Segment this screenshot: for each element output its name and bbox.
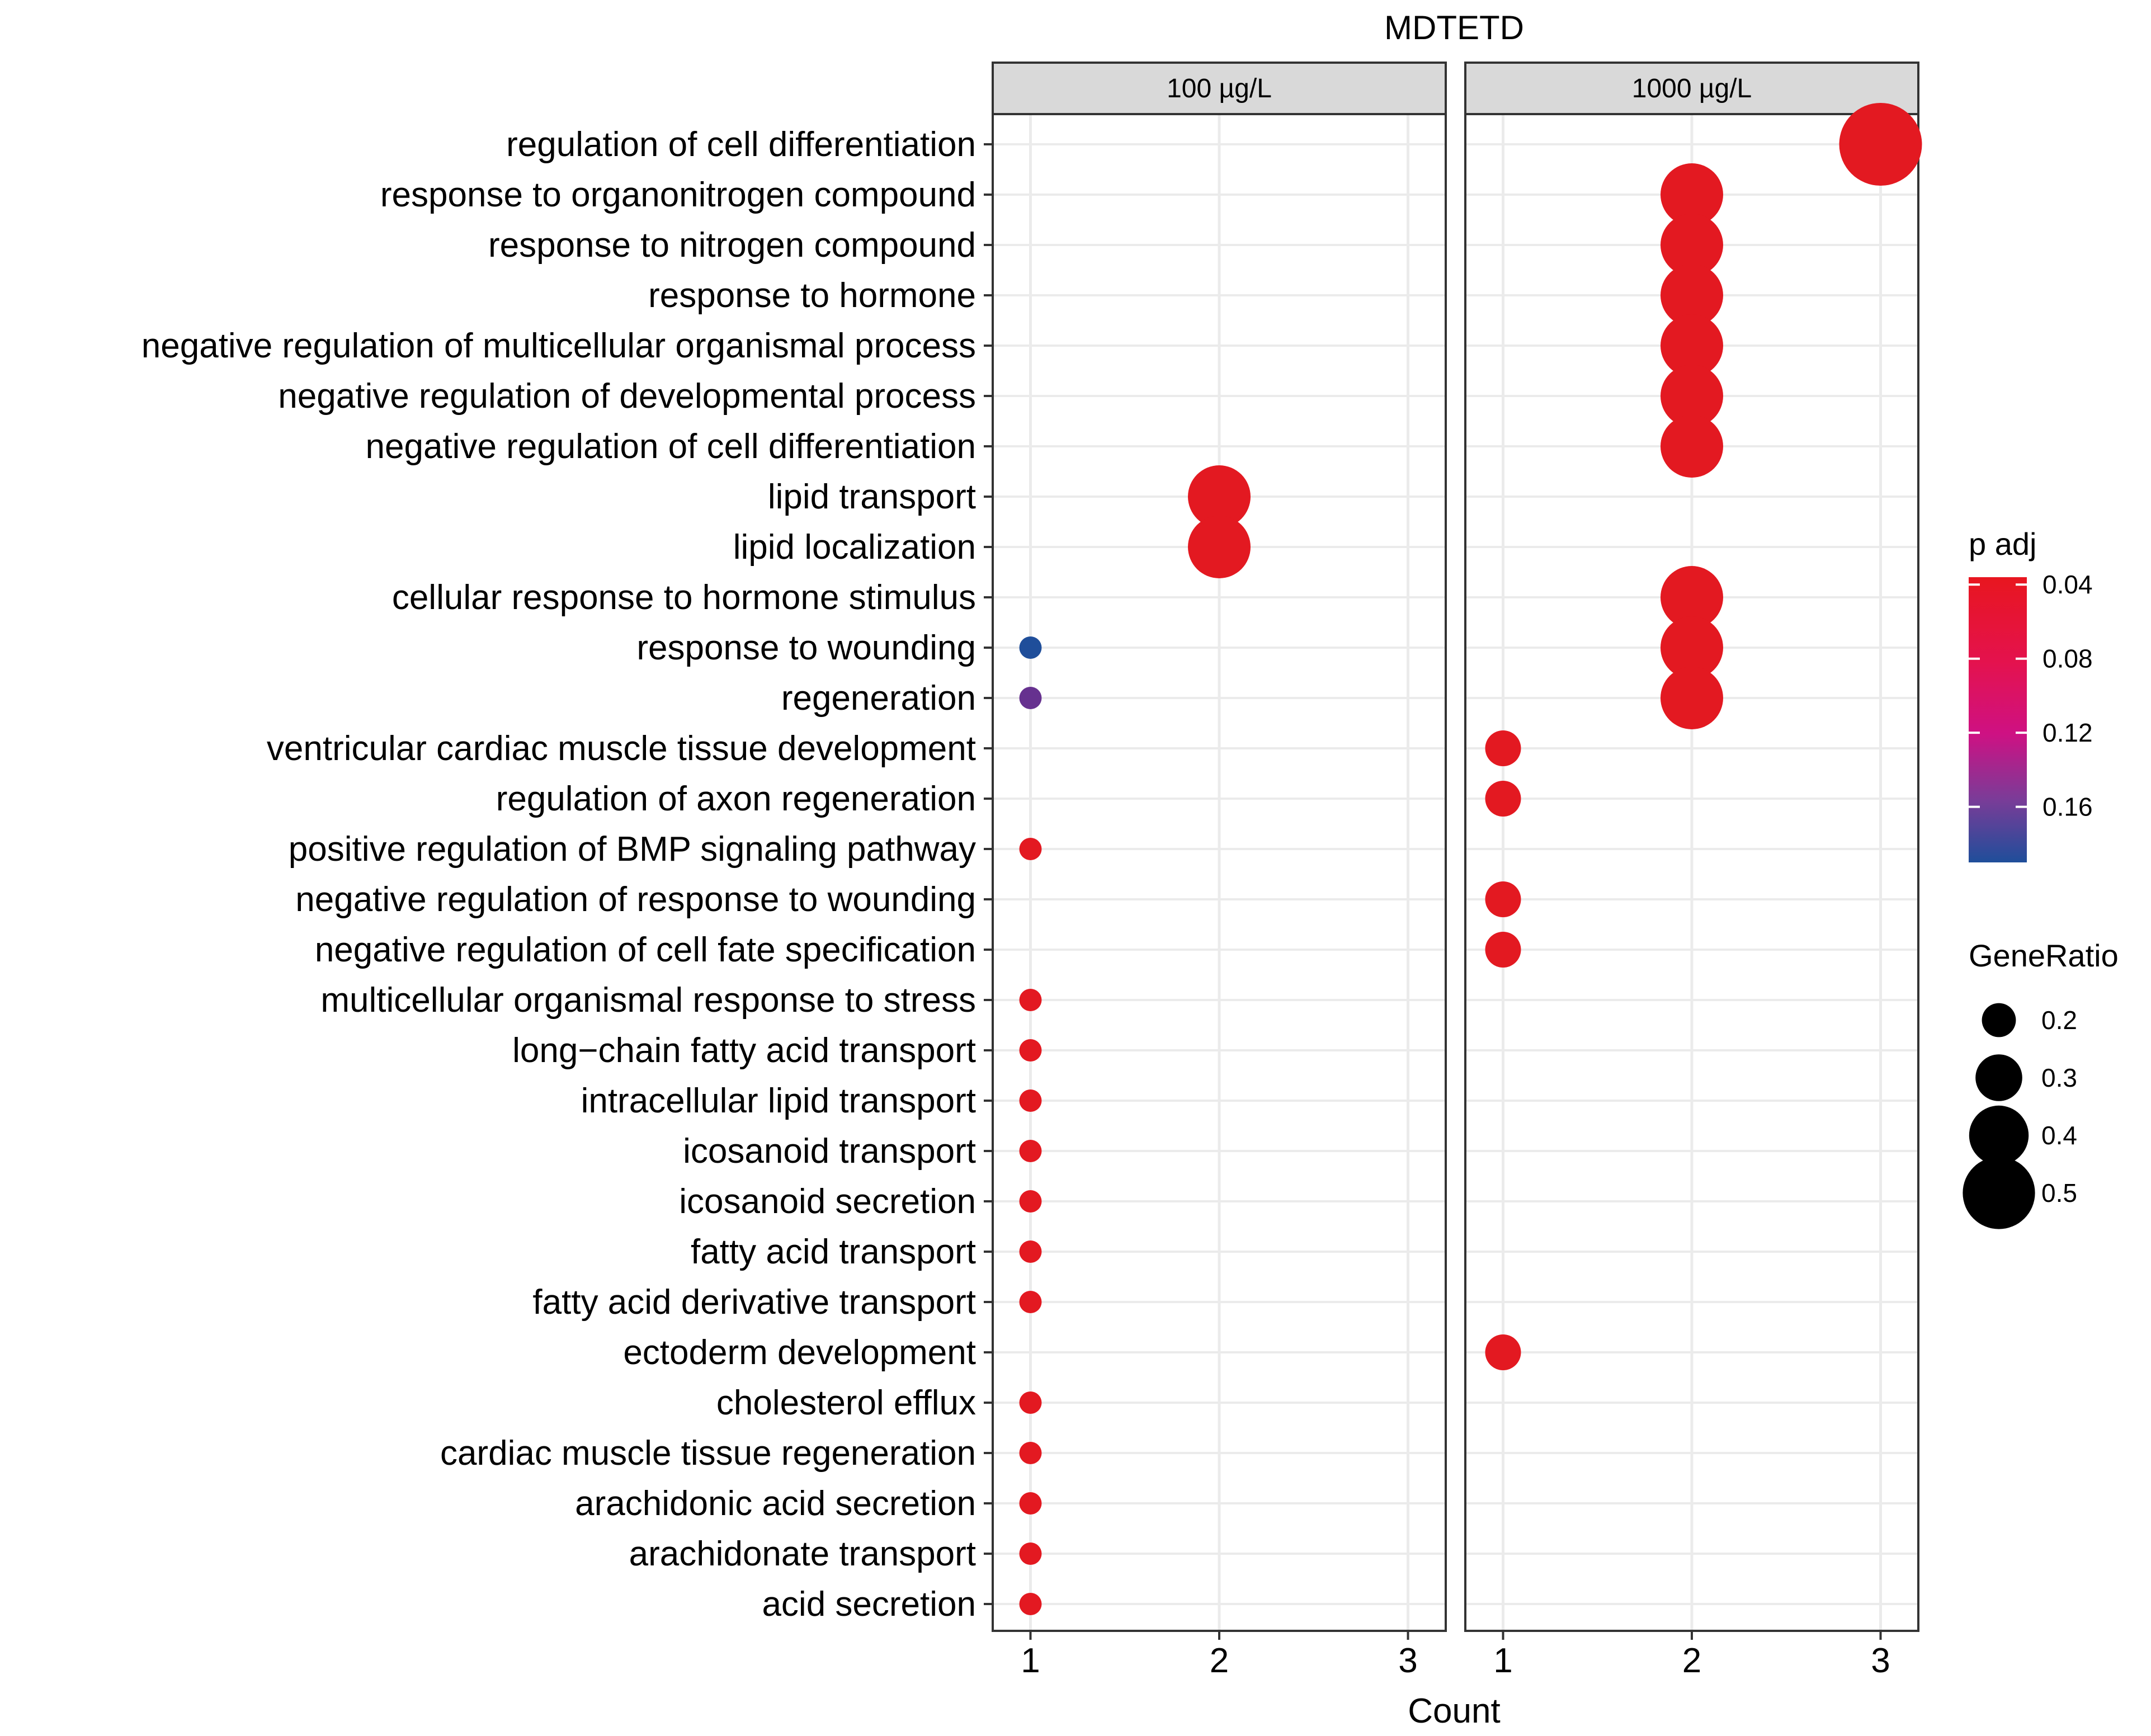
category-label: regeneration: [781, 679, 976, 718]
category-label: response to nitrogen compound: [488, 226, 976, 265]
category-label: regulation of axon regeneration: [496, 780, 976, 818]
category-label: long−chain fatty acid transport: [512, 1031, 976, 1070]
category-label: acid secretion: [762, 1585, 976, 1624]
dot-point: [1019, 838, 1042, 860]
category-label: arachidonic acid secretion: [575, 1484, 976, 1523]
category-label: response to organonitrogen compound: [380, 176, 976, 214]
category-label: negative regulation of developmental pro…: [278, 377, 976, 416]
dot-point: [1485, 881, 1521, 917]
x-tick-label: 2: [1682, 1641, 1701, 1680]
dot-point: [1019, 1593, 1042, 1615]
dot-point: [1485, 1334, 1521, 1370]
dot-point: [1661, 163, 1723, 226]
dot-point: [1019, 687, 1042, 709]
x-tick-label: 3: [1398, 1641, 1417, 1680]
category-label: lipid localization: [733, 528, 976, 567]
category-label: negative regulation of cell differentiat…: [366, 427, 976, 466]
chart-title: MDTETD: [1384, 9, 1524, 46]
generatio-legend-dot: [1963, 1157, 2035, 1229]
category-label: cellular response to hormone stimulus: [392, 578, 976, 617]
panel-strip: [992, 62, 1447, 115]
dot-point: [1661, 214, 1723, 276]
dot-point: [1188, 516, 1251, 578]
category-label: regulation of cell differentiation: [506, 125, 976, 164]
panel-strip-label: 1000 µg/L: [1632, 74, 1752, 103]
panel-2: 1000 µg/L 1 2 3: [1464, 62, 1922, 1680]
dot-point: [1661, 314, 1723, 377]
x-tick-label: 1: [1021, 1641, 1040, 1680]
category-label: cholesterol efflux: [716, 1384, 976, 1422]
padj-colorbar: [1969, 577, 2027, 862]
dot-point: [1019, 1190, 1042, 1213]
category-label: fatty acid derivative transport: [532, 1283, 976, 1322]
dot-point: [1019, 1240, 1042, 1263]
dot-point: [1019, 989, 1042, 1011]
dot-point: [1019, 1442, 1042, 1464]
category-label: fatty acid transport: [691, 1233, 976, 1271]
category-label: positive regulation of BMP signaling pat…: [289, 830, 976, 869]
dot-point: [1661, 616, 1723, 679]
generatio-legend-label: 0.4: [2041, 1121, 2077, 1150]
panel-strip-label: 100 µg/L: [1167, 74, 1272, 103]
x-tick-label: 1: [1493, 1641, 1512, 1680]
panels: 100 µg/L 1 2 3 1000 µg/L 1 2 3: [984, 62, 1922, 1680]
dot-point: [1019, 1140, 1042, 1162]
category-label: intracellular lipid transport: [581, 1082, 976, 1120]
dot-point: [1019, 1542, 1042, 1565]
panel-1: 100 µg/L 1 2 3: [984, 62, 1447, 1680]
category-label: negative regulation of response to wound…: [295, 880, 976, 919]
category-label: arachidonate transport: [629, 1535, 976, 1573]
dot-point: [1019, 1039, 1042, 1062]
dot-point: [1019, 1089, 1042, 1112]
generatio-legend-dot: [1982, 1003, 2016, 1037]
category-labels: regulation of cell differentiation respon…: [141, 125, 976, 1624]
panel-strip: [1464, 62, 1919, 115]
dot-point: [1661, 667, 1723, 729]
x-axis-title: Count: [1408, 1692, 1500, 1730]
category-label: lipid transport: [768, 478, 976, 516]
category-label: multicellular organismal response to str…: [320, 981, 976, 1020]
dot-point: [1019, 1492, 1042, 1515]
dot-point: [1839, 103, 1922, 186]
x-tick-label: 3: [1871, 1641, 1890, 1680]
dot-point: [1019, 1291, 1042, 1313]
generatio-legend-dot: [1975, 1054, 2022, 1101]
category-label: icosanoid secretion: [679, 1182, 976, 1221]
padj-tick-label: 0.04: [2042, 570, 2093, 599]
category-label: response to wounding: [636, 629, 976, 667]
padj-tick-label: 0.12: [2042, 718, 2093, 747]
generatio-legend-label: 0.2: [2041, 1006, 2077, 1035]
padj-legend-title: p adj: [1969, 526, 2036, 562]
category-label: icosanoid transport: [683, 1132, 976, 1171]
generatio-legend: GeneRatio 0.2 0.3 0.4 0.5: [1963, 938, 2119, 1229]
category-label: negative regulation of cell fate specifi…: [315, 931, 976, 969]
dot-point: [1661, 566, 1723, 629]
generatio-legend-label: 0.5: [2041, 1178, 2077, 1207]
dot-point: [1661, 264, 1723, 327]
dot-point: [1188, 465, 1251, 528]
generatio-legend-label: 0.3: [2041, 1063, 2077, 1092]
dot-point: [1019, 1391, 1042, 1414]
category-label: cardiac muscle tissue regeneration: [440, 1434, 976, 1473]
generatio-legend-dot: [1969, 1105, 2029, 1166]
x-tick-label: 2: [1210, 1641, 1229, 1680]
dot-point: [1661, 415, 1723, 478]
category-label: ectoderm development: [623, 1333, 976, 1372]
category-label: ventricular cardiac muscle tissue develo…: [267, 729, 976, 768]
dot-point: [1485, 932, 1521, 968]
generatio-legend-title: GeneRatio: [1969, 938, 2119, 973]
dot-point: [1019, 636, 1042, 659]
dot-point: [1485, 730, 1521, 766]
dot-point: [1661, 365, 1723, 427]
category-label: response to hormone: [648, 276, 976, 315]
padj-tick-label: 0.08: [2042, 644, 2093, 673]
dot-point: [1485, 781, 1521, 817]
category-label: negative regulation of multicellular org…: [141, 327, 976, 365]
padj-tick-label: 0.16: [2042, 792, 2093, 822]
